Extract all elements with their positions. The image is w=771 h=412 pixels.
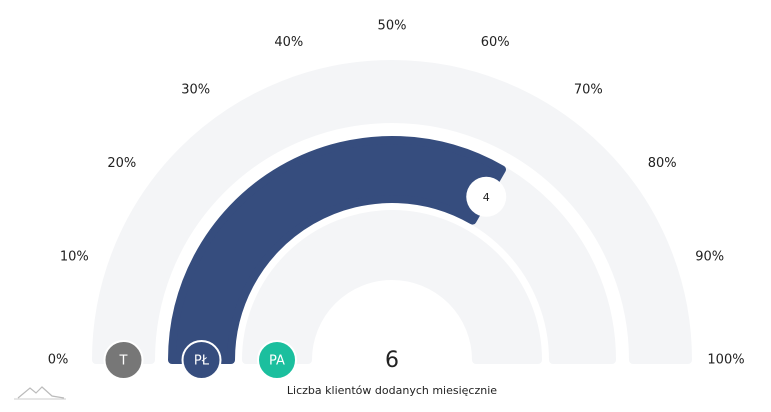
axis-label: 90% bbox=[695, 249, 724, 264]
axis-label: 30% bbox=[181, 82, 210, 97]
axis-label: 100% bbox=[707, 353, 744, 368]
value-label: 4 bbox=[483, 191, 490, 204]
axis-label: 50% bbox=[378, 19, 407, 34]
axis-label: 0% bbox=[48, 353, 69, 368]
value-label-bg bbox=[466, 176, 507, 217]
total: 6 bbox=[385, 348, 399, 373]
axis-label: 70% bbox=[574, 82, 603, 97]
series-name: PŁ bbox=[194, 354, 210, 369]
series-name: T bbox=[119, 354, 128, 369]
axis-label: 60% bbox=[481, 35, 510, 50]
gauge: T PŁ 4 PA 0% 10% 20% 30% 40% 50% 60% 70% 80% 90% 100% bbox=[48, 19, 745, 380]
series-name: PA bbox=[269, 354, 285, 369]
track bbox=[242, 210, 542, 364]
series-badge bbox=[257, 340, 297, 380]
axis-label: 20% bbox=[107, 156, 136, 171]
axis-label: 10% bbox=[60, 249, 89, 264]
track bbox=[92, 60, 692, 364]
axis-label: 40% bbox=[274, 35, 303, 50]
series-badge bbox=[181, 340, 222, 380]
logo bbox=[17, 386, 65, 399]
series-badge bbox=[103, 340, 144, 380]
value-arc bbox=[168, 136, 506, 364]
axis-label: 80% bbox=[648, 156, 677, 171]
caption: Liczba klientów dodanych miesięcznie bbox=[287, 384, 497, 397]
